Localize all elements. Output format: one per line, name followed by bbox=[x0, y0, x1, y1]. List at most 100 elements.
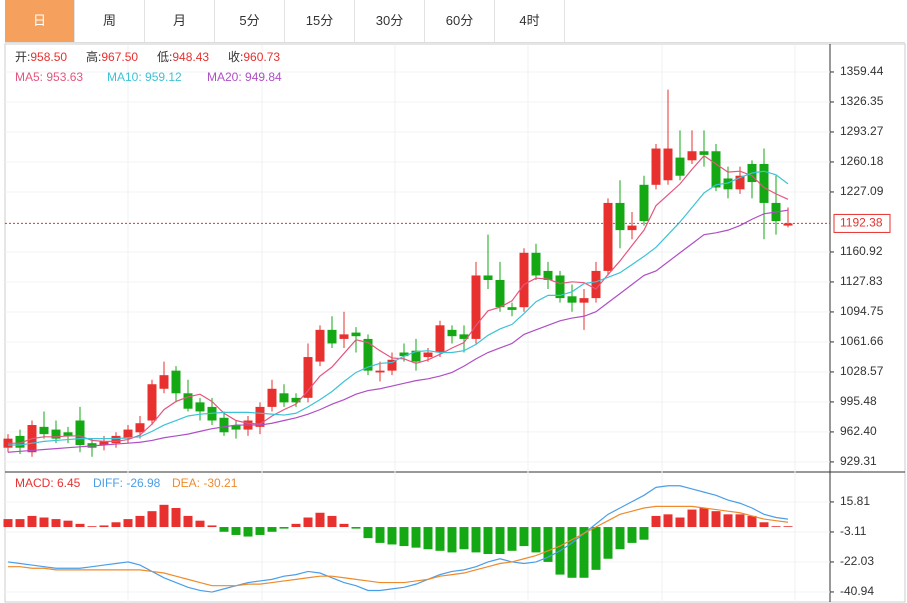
macd-legend: DIFF: -26.98 bbox=[93, 476, 161, 490]
candle-body bbox=[423, 352, 433, 358]
indicator-line bbox=[8, 170, 789, 446]
y-tick-label: 1260.18 bbox=[840, 154, 884, 168]
macd-bar bbox=[411, 527, 421, 548]
y-tick-label: 15.81 bbox=[840, 494, 870, 508]
candle-body bbox=[687, 151, 697, 161]
info-item: 收:960.73 bbox=[228, 50, 280, 64]
macd-bar bbox=[135, 515, 145, 528]
y-tick-label: 1061.66 bbox=[840, 334, 884, 348]
candle-body bbox=[39, 426, 49, 435]
macd-legend: MACD: 6.45 bbox=[15, 476, 81, 490]
macd-bar bbox=[231, 527, 241, 535]
macd-bar bbox=[351, 527, 361, 529]
y-tick-label: 1028.57 bbox=[840, 364, 884, 378]
macd-bar bbox=[459, 527, 469, 550]
macd-bar bbox=[783, 526, 793, 528]
candle-body bbox=[267, 388, 277, 407]
macd-bar bbox=[87, 526, 97, 528]
ma-legend: MA10: 959.12 bbox=[107, 70, 182, 84]
info-value: 967.50 bbox=[101, 50, 138, 64]
period-tab[interactable]: 60分 bbox=[425, 0, 495, 42]
candle-body bbox=[231, 425, 241, 430]
candle-body bbox=[387, 359, 397, 371]
info-label: 高: bbox=[86, 49, 101, 64]
candle-body bbox=[303, 357, 313, 398]
ma-legend: MA5: 953.63 bbox=[15, 70, 83, 84]
period-tab[interactable]: 周 bbox=[75, 0, 145, 42]
candle-body bbox=[51, 429, 61, 439]
candle-body bbox=[675, 157, 685, 176]
candle-body bbox=[447, 329, 457, 337]
candle-body bbox=[123, 429, 133, 439]
macd-bar bbox=[591, 527, 601, 570]
macd-bar bbox=[423, 527, 433, 550]
candle-body bbox=[111, 435, 121, 444]
candle-body bbox=[759, 163, 769, 203]
macd-bar bbox=[147, 511, 157, 528]
macd-legend: DEA: -30.21 bbox=[172, 476, 238, 490]
candle-body bbox=[195, 402, 205, 412]
macd-bar bbox=[255, 527, 265, 535]
macd-bar bbox=[399, 527, 409, 547]
info-item: 开:958.50 bbox=[15, 50, 67, 64]
macd-bar bbox=[759, 522, 769, 528]
macd-bar bbox=[27, 515, 37, 528]
info-item: 高:967.50 bbox=[86, 49, 138, 64]
y-tick-label: -3.11 bbox=[840, 524, 867, 538]
macd-bar bbox=[435, 527, 445, 551]
candle-body bbox=[495, 279, 505, 308]
candle-body bbox=[363, 338, 373, 371]
ma-legend: MA20: 949.84 bbox=[207, 70, 282, 84]
period-tab[interactable]: 15分 bbox=[285, 0, 355, 42]
macd-bar bbox=[39, 517, 49, 528]
y-tick-label: 1127.83 bbox=[840, 274, 883, 288]
period-tabs: 日周月 5分 15分 30分 60分 4时 bbox=[5, 0, 905, 43]
y-tick-label: 995.48 bbox=[840, 394, 877, 408]
candle-body bbox=[627, 225, 637, 231]
candle-body bbox=[639, 184, 649, 222]
period-tab[interactable]: 月 bbox=[145, 0, 215, 42]
macd-bar bbox=[327, 515, 337, 528]
y-tick-label: 962.40 bbox=[840, 424, 877, 438]
macd-bar bbox=[279, 527, 289, 529]
frame bbox=[4, 43, 906, 603]
macd-bar bbox=[771, 526, 781, 528]
candle-body bbox=[315, 329, 325, 362]
candle-body bbox=[327, 329, 337, 344]
macd-bar bbox=[75, 523, 85, 528]
period-tab[interactable]: 4时 bbox=[495, 0, 565, 42]
macd-bar bbox=[483, 527, 493, 554]
macd-bar bbox=[735, 514, 745, 528]
y-tick-label: 1227.09 bbox=[840, 184, 884, 198]
period-tab[interactable]: 日 bbox=[5, 0, 75, 42]
candle-body bbox=[723, 178, 733, 190]
indicator-line bbox=[8, 154, 789, 444]
macd-bar bbox=[567, 527, 577, 578]
y-tick-label: 1293.27 bbox=[840, 124, 884, 138]
candle-body bbox=[255, 406, 265, 427]
macd-bar bbox=[471, 527, 481, 553]
macd-bar bbox=[711, 511, 721, 528]
macd-bar bbox=[3, 519, 13, 528]
macd-bar bbox=[207, 525, 217, 528]
macd-bar bbox=[675, 517, 685, 528]
macd-bar bbox=[519, 527, 529, 547]
current-price-label: 1192.38 bbox=[840, 216, 883, 230]
macd-bar bbox=[63, 520, 73, 528]
macd-bar bbox=[303, 517, 313, 528]
info-value: 958.50 bbox=[30, 50, 67, 64]
candle-body bbox=[291, 397, 301, 403]
period-tab[interactable]: 30分 bbox=[355, 0, 425, 42]
candle-body bbox=[651, 148, 661, 185]
y-tick-label: 1160.92 bbox=[840, 244, 883, 258]
candle-body bbox=[399, 352, 409, 357]
macd-bar bbox=[531, 527, 541, 553]
y-tick-label: 1326.35 bbox=[840, 94, 884, 108]
indicator-line bbox=[7, 485, 789, 593]
candle-body bbox=[99, 441, 109, 445]
period-tab[interactable]: 5分 bbox=[215, 0, 285, 42]
macd-bar bbox=[447, 527, 457, 553]
candle-body bbox=[135, 423, 145, 433]
candle-body bbox=[351, 332, 361, 337]
